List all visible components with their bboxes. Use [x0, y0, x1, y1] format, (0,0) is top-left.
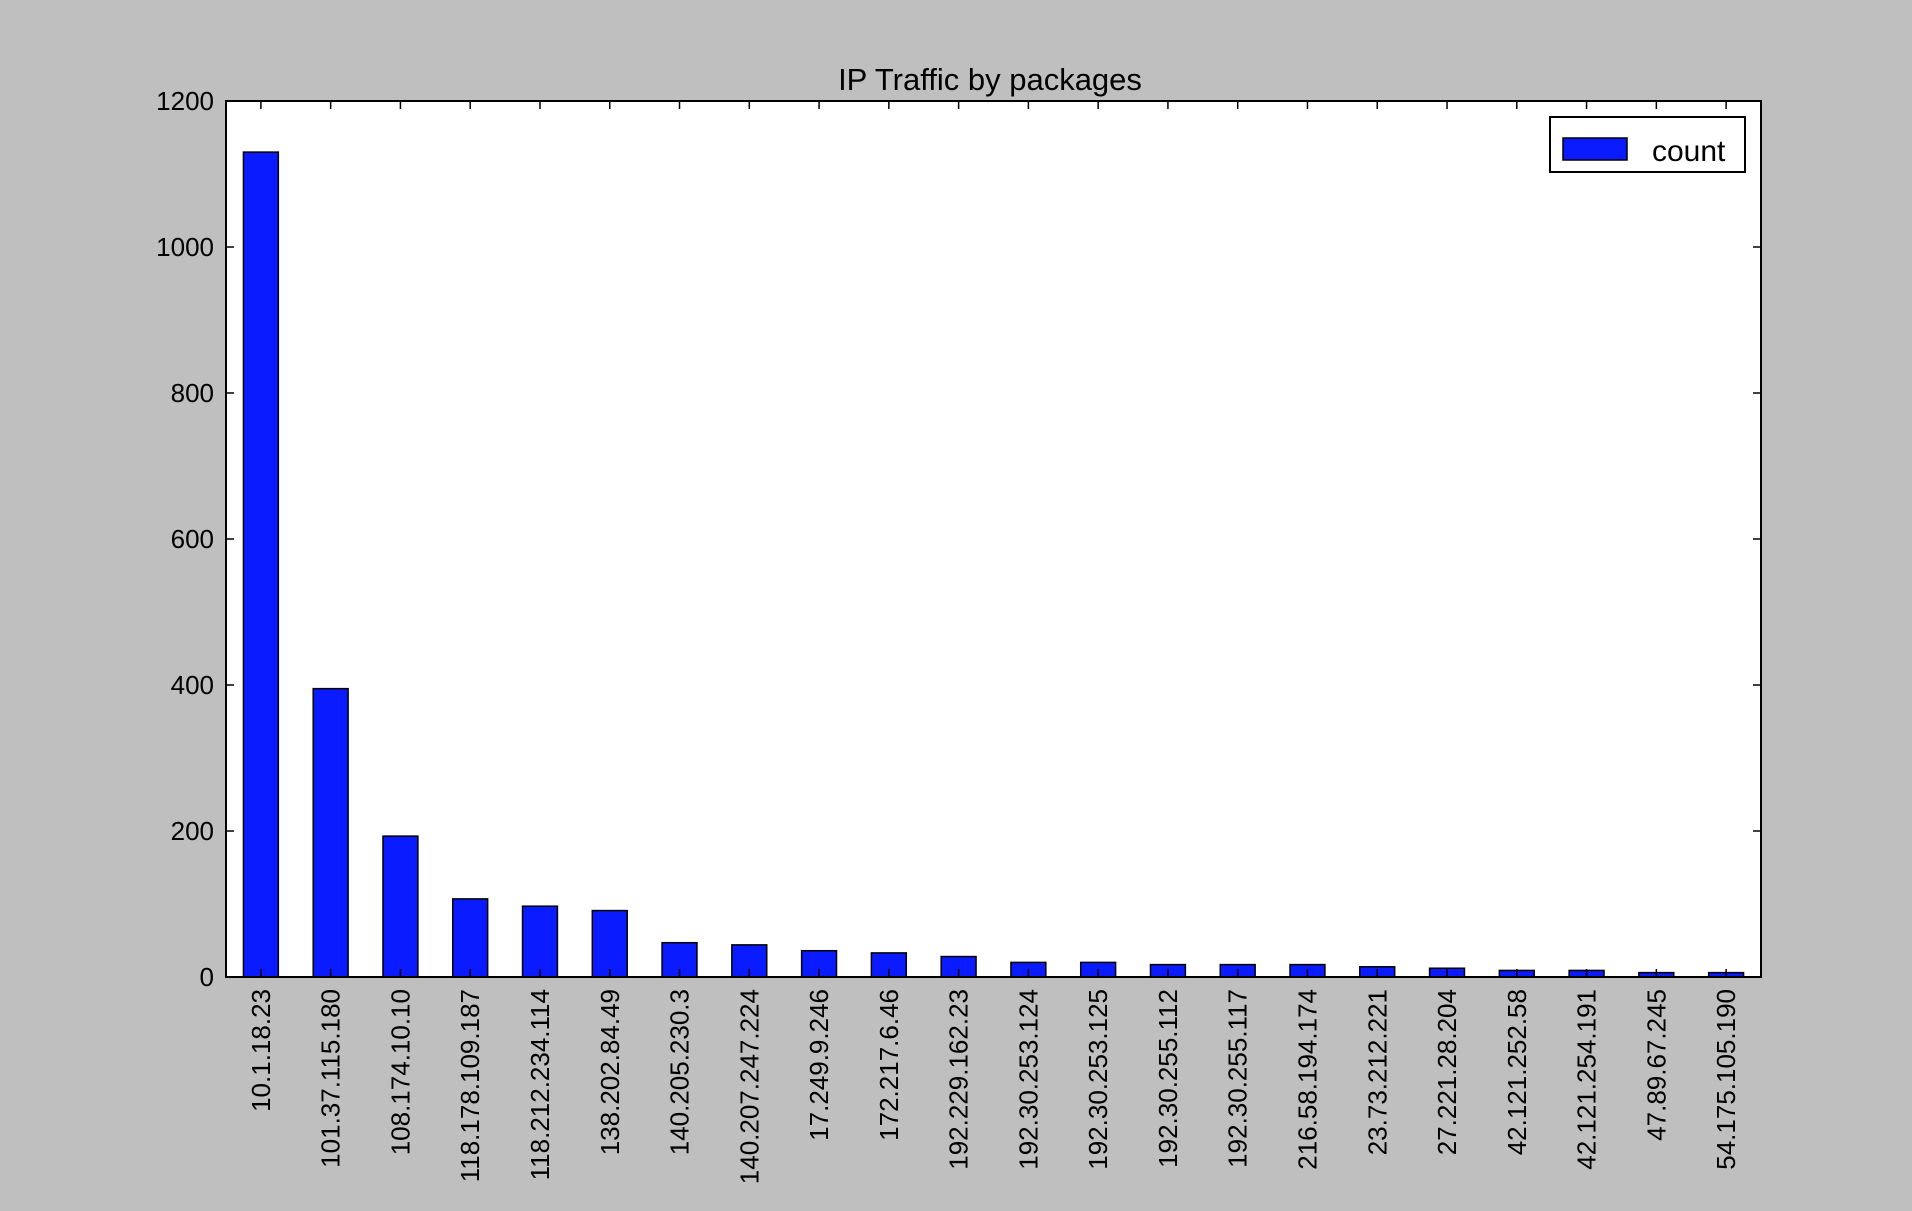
x-tick-label: 27.221.28.204: [1432, 989, 1462, 1155]
x-tick-label: 10.1.18.23: [246, 989, 276, 1112]
bar-118.178.109.187: [452, 898, 489, 978]
x-tick-label: 17.249.9.246: [804, 989, 834, 1141]
bar-138.202.84.49: [591, 909, 628, 978]
x-tick-label: 216.58.194.174: [1292, 989, 1322, 1170]
x-tick-label: 192.30.255.112: [1153, 989, 1183, 1168]
y-tick-label: 1000: [156, 232, 214, 262]
y-tick-label: 800: [171, 378, 214, 408]
x-tick-label: 54.175.105.190: [1711, 989, 1741, 1170]
bar-108.174.10.10: [382, 835, 419, 978]
bars-group: [242, 151, 1745, 978]
x-tick-label: 192.30.253.125: [1083, 989, 1113, 1170]
legend-swatch: [1562, 137, 1628, 161]
x-tick-label: 172.217.6.46: [874, 989, 904, 1141]
x-tick-label: 23.73.212.221: [1362, 989, 1392, 1155]
plot-area: [226, 101, 1761, 977]
y-tick-label: 200: [171, 816, 214, 846]
bar-101.37.115.180: [312, 687, 349, 978]
plot-frame: [225, 100, 1762, 978]
y-tick-label: 0: [200, 962, 214, 992]
x-tick-label: 140.205.230.3: [665, 989, 695, 1155]
legend: count: [1549, 116, 1746, 173]
y-tick-label: 1200: [156, 86, 214, 116]
axis-ticks: 10.1.18.23 101.37.115.180 108.174.10.10 118…: [156, 86, 1761, 1184]
y-tick-label: 600: [171, 524, 214, 554]
x-tick-label: 108.174.10.10: [385, 989, 415, 1155]
bar-118.212.234.114: [521, 905, 559, 978]
x-tick-label: 138.202.84.49: [595, 989, 625, 1155]
x-tick-label: 42.121.252.58: [1502, 989, 1532, 1155]
y-tick-label: 400: [171, 670, 214, 700]
x-tick-label: 192.30.255.117: [1223, 989, 1253, 1168]
bar-10.1.18.23: [242, 151, 280, 978]
x-tick-label: 192.30.253.124: [1013, 989, 1043, 1170]
x-tick-label: 42.121.254.191: [1572, 989, 1602, 1170]
x-tick-label: 140.207.247.224: [734, 989, 764, 1184]
chart-title: IP Traffic by packages: [838, 62, 1142, 97]
x-tick-label: 118.178.109.187: [455, 989, 485, 1182]
x-tick-label: 118.212.234.114: [525, 989, 555, 1180]
x-tick-label: 192.229.162.23: [944, 989, 974, 1170]
x-tick-label: 101.37.115.180: [316, 989, 346, 1168]
x-tick-label: 47.89.67.245: [1641, 989, 1671, 1141]
legend-label-count: count: [1652, 135, 1726, 168]
